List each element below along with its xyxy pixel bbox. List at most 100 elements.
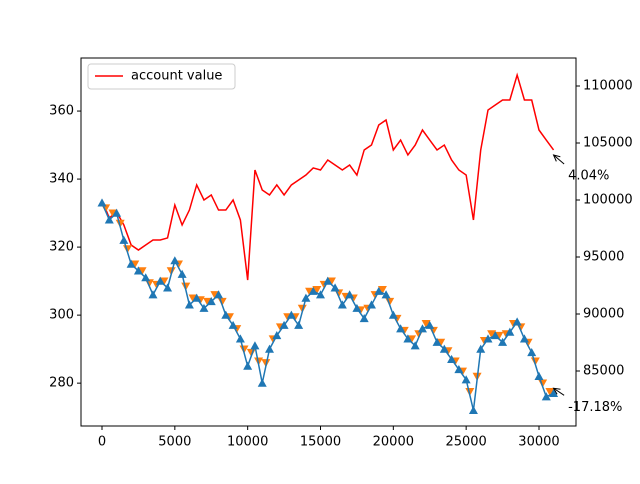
marker [345, 290, 355, 299]
marker [170, 256, 180, 265]
series-line [101, 72, 555, 281]
marker [483, 334, 493, 343]
marker [243, 361, 253, 370]
marker [366, 300, 376, 309]
marker [381, 290, 391, 299]
marker [294, 320, 304, 329]
arrow-head [552, 154, 561, 162]
x-tick-label: 5000 [158, 435, 191, 450]
marker [439, 344, 449, 353]
y2-tick-label: 85000 [583, 363, 624, 378]
marker [235, 334, 245, 343]
y-tick-label: 340 [49, 172, 74, 187]
legend-box [87, 63, 236, 90]
marker [308, 286, 318, 295]
marker [141, 273, 151, 282]
x-tick-label: 25000 [445, 435, 486, 450]
marker [432, 337, 442, 346]
y-tick-label: 360 [49, 104, 74, 119]
annotation: -17.18% [568, 400, 622, 415]
marker [541, 392, 551, 401]
marker [417, 324, 427, 333]
marker [461, 375, 471, 384]
y-tick-label: 300 [49, 308, 74, 323]
marker [265, 344, 275, 353]
annotation: 4.04% [568, 169, 609, 184]
marker [315, 290, 325, 299]
marker [487, 330, 497, 339]
marker [403, 334, 413, 343]
plot-frame [80, 57, 577, 427]
marker [257, 378, 267, 387]
marker [184, 300, 194, 309]
marker [115, 219, 125, 228]
x-tick-label: 0 [98, 435, 106, 450]
marker [301, 293, 311, 302]
marker [410, 341, 420, 350]
x-tick-label: 20000 [373, 435, 414, 450]
y-tick-label: 280 [49, 376, 74, 391]
marker [272, 331, 282, 340]
marker [377, 286, 387, 295]
marker [323, 276, 333, 285]
marker [498, 337, 508, 346]
marker [468, 405, 478, 414]
marker [447, 354, 457, 363]
y2-tick-label: 95000 [583, 249, 624, 264]
marker [286, 310, 296, 319]
x-tick-label: 10000 [227, 435, 268, 450]
x-tick-label: 15000 [300, 435, 341, 450]
marker [228, 320, 238, 329]
marker [155, 276, 165, 285]
marker [297, 304, 307, 313]
marker [359, 314, 369, 323]
marker [97, 198, 107, 207]
y-tick-label: 320 [49, 240, 74, 255]
marker [206, 297, 216, 306]
marker [166, 267, 176, 276]
marker [330, 283, 340, 292]
x-tick-label: 30000 [518, 435, 559, 450]
y2-tick-label: 100000 [583, 192, 633, 207]
marker [163, 283, 173, 292]
marker [512, 317, 522, 326]
marker [425, 320, 435, 329]
marker [119, 235, 129, 244]
marker [214, 290, 224, 299]
marker [126, 259, 136, 268]
marker [312, 286, 322, 295]
marker [112, 208, 122, 217]
annotation-arrow [553, 387, 565, 396]
marker [337, 300, 347, 309]
marker [527, 348, 537, 357]
marker [279, 320, 289, 329]
marker [374, 286, 384, 295]
marker [421, 320, 431, 329]
marker [519, 334, 529, 343]
marker [396, 324, 406, 333]
marker [250, 341, 260, 350]
marker [352, 303, 362, 312]
y2-tick-label: 110000 [583, 78, 633, 93]
marker [221, 310, 231, 319]
marker [388, 310, 398, 319]
marker [148, 290, 158, 299]
marker [476, 344, 486, 353]
marker [104, 215, 114, 224]
marker [505, 327, 515, 336]
marker [239, 345, 249, 354]
marker [177, 269, 187, 278]
y2-tick-label: 105000 [583, 135, 633, 150]
annotation-arrow [553, 154, 565, 165]
marker [545, 388, 555, 397]
y2-tick-label: 90000 [583, 306, 624, 321]
legend-label: account value [131, 69, 222, 84]
marker [199, 303, 209, 312]
marker [192, 293, 202, 302]
marker [549, 388, 559, 397]
arrow-head [552, 387, 561, 395]
marker [133, 266, 143, 275]
marker [534, 371, 544, 380]
